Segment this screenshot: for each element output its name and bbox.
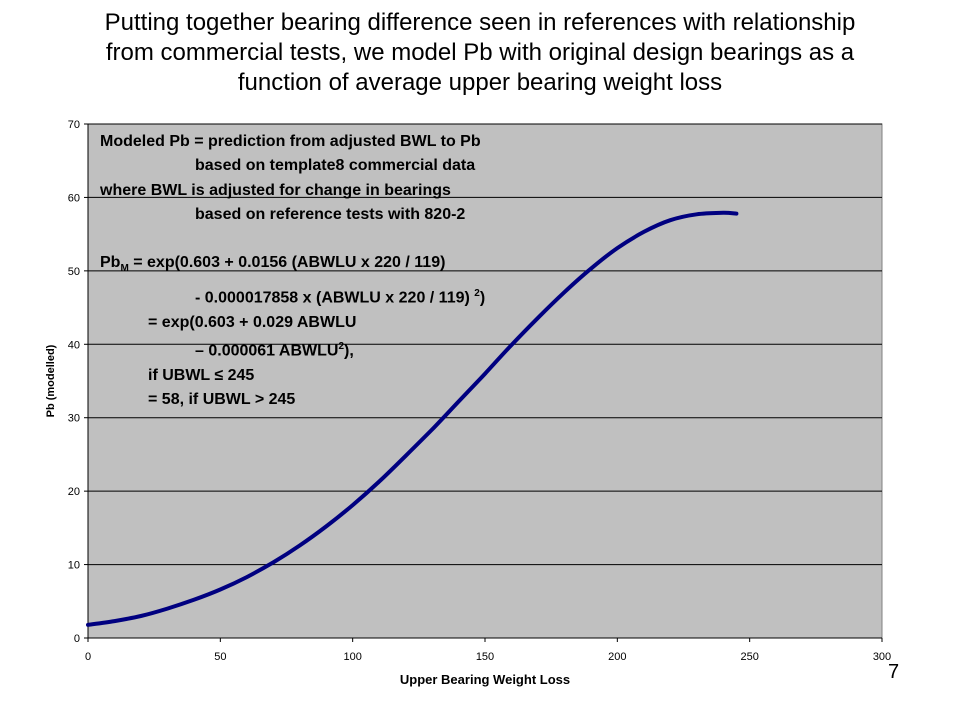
- annotation-line-1: Modeled Pb = prediction from adjusted BW…: [100, 133, 481, 150]
- annotation-spacer: [100, 227, 485, 251]
- tick-marks: [84, 123, 883, 642]
- y-tick-label: 30: [68, 413, 80, 425]
- eq1-pre: Pb: [100, 254, 121, 272]
- eq2-pre: - 0.000017858 x (ABWLU x 220 / 119): [195, 289, 475, 307]
- y-tick-label: 0: [74, 633, 80, 645]
- plot-area: [87, 123, 883, 639]
- y-tick-labels: 0 10 20 30 40 50 60 70: [68, 119, 80, 645]
- eq4-pre: – 0.000061 ABWLU: [195, 342, 339, 360]
- title-line-1: Putting together bearing difference seen…: [104, 9, 856, 36]
- eq4-post: ),: [344, 342, 354, 360]
- x-tick-label: 0: [85, 651, 91, 663]
- x-tick-label: 50: [214, 651, 226, 663]
- x-tick-label: 300: [873, 651, 891, 663]
- page-number: 7: [888, 661, 900, 683]
- title-line-3: function of average upper bearing weight…: [237, 69, 723, 96]
- annotation-line-3: where BWL is adjusted for change in bear…: [100, 181, 451, 199]
- slide-title: Putting together bearing difference seen…: [40, 8, 920, 98]
- model-annotation: Modeled Pb = prediction from adjusted BW…: [100, 130, 485, 412]
- equation-line-5: if UBWL ≤ 245: [148, 366, 255, 384]
- title-line-2: from commercial tests, we model Pb with …: [105, 39, 855, 66]
- x-tick-label: 200: [608, 651, 626, 663]
- annotation-line-4: based on reference tests with 820-2: [195, 205, 466, 223]
- x-axis-label: Upper Bearing Weight Loss: [400, 672, 570, 687]
- y-tick-label: 20: [68, 486, 80, 498]
- x-tick-labels: 0 50 100 150 200 250 300: [85, 651, 891, 663]
- equation-line-1: PbM = exp(0.603 + 0.0156 (ABWLU x 220 / …: [100, 251, 485, 281]
- y-tick-label: 70: [68, 119, 80, 131]
- y-tick-label: 10: [68, 560, 80, 572]
- y-tick-label: 40: [68, 339, 80, 351]
- eq2-superscript: 2: [474, 287, 480, 299]
- eq2-post: ): [479, 289, 486, 307]
- y-tick-label: 60: [68, 192, 80, 204]
- equation-line-4: – 0.000061 ABWLU2),: [100, 335, 485, 364]
- x-tick-label: 250: [740, 651, 758, 663]
- equation-line-2: - 0.000017858 x (ABWLU x 220 / 119) 2): [100, 282, 485, 311]
- equation-line-6: = 58, if UBWL > 245: [148, 390, 296, 408]
- eq4-superscript: 2: [338, 340, 345, 352]
- x-tick-label: 100: [343, 651, 361, 663]
- equation-line-3: = exp(0.603 + 0.029 ABWLU: [148, 313, 357, 331]
- eq1-subscript: M: [120, 263, 129, 275]
- series-line-pb-modelled: [86, 210, 739, 627]
- y-tick-label: 50: [68, 266, 80, 278]
- y-axis-label: Pb (modelled): [45, 344, 57, 417]
- annotation-line-2: based on template8 commercial data: [195, 157, 476, 175]
- gridlines: [88, 123, 882, 566]
- eq1-post: = exp(0.603 + 0.0156 (ABWLU x 220 / 119): [128, 254, 446, 272]
- x-tick-label: 150: [476, 651, 494, 663]
